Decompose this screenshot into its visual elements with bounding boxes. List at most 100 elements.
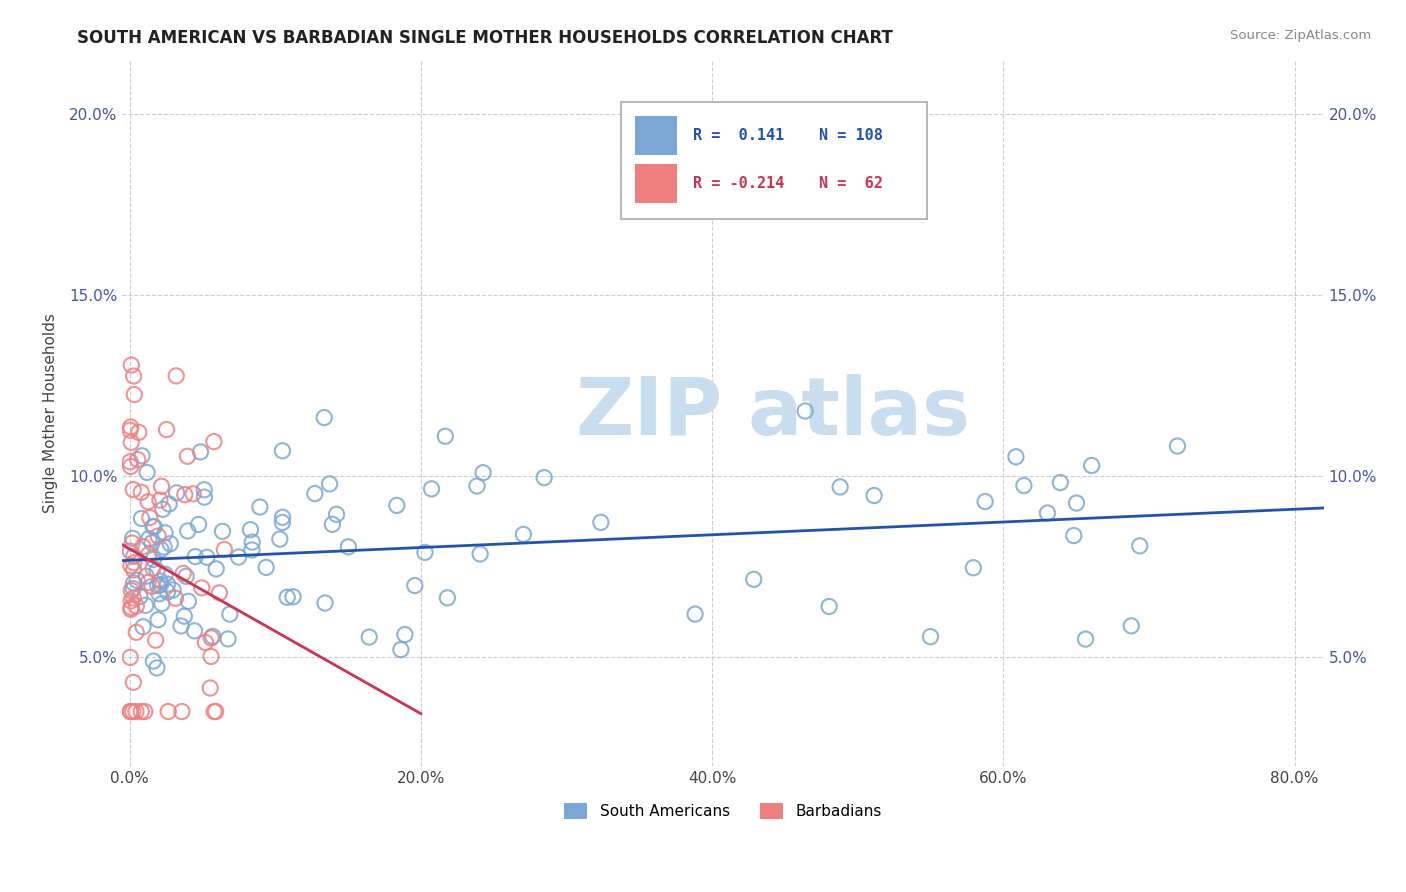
- Point: [404, 578, 426, 592]
- Point: [184, 549, 207, 564]
- Point: [149, 578, 172, 592]
- Point: [191, 581, 214, 595]
- Point: [146, 564, 169, 578]
- Point: [533, 470, 555, 484]
- Point: [472, 466, 495, 480]
- Point: [830, 480, 852, 494]
- Point: [125, 705, 148, 719]
- Point: [120, 594, 142, 608]
- Point: [148, 587, 170, 601]
- Point: [142, 561, 165, 575]
- Point: [125, 625, 148, 640]
- Point: [138, 532, 160, 546]
- Point: [153, 525, 176, 540]
- Point: [434, 429, 457, 443]
- Point: [176, 449, 198, 463]
- Point: [240, 543, 263, 558]
- Point: [142, 654, 165, 668]
- Point: [794, 404, 817, 418]
- Point: [1012, 478, 1035, 492]
- Point: [139, 510, 162, 524]
- Point: [172, 566, 194, 581]
- Point: [217, 632, 239, 646]
- Point: [146, 613, 169, 627]
- Point: [122, 556, 145, 570]
- Point: [125, 599, 148, 613]
- Point: [239, 523, 262, 537]
- Point: [156, 585, 179, 599]
- Point: [962, 560, 984, 574]
- Point: [165, 591, 187, 606]
- Point: [120, 650, 142, 665]
- Point: [136, 494, 159, 508]
- Point: [157, 705, 180, 719]
- Point: [121, 705, 143, 719]
- Point: [271, 510, 294, 524]
- Point: [193, 483, 215, 497]
- Point: [149, 574, 172, 589]
- Point: [122, 576, 145, 591]
- Text: Source: ZipAtlas.com: Source: ZipAtlas.com: [1230, 29, 1371, 42]
- Point: [155, 423, 177, 437]
- Point: [304, 486, 326, 500]
- Point: [122, 582, 145, 596]
- Point: [122, 483, 145, 497]
- Point: [208, 586, 231, 600]
- Point: [394, 627, 416, 641]
- Point: [153, 540, 176, 554]
- Point: [742, 572, 765, 586]
- Point: [512, 527, 534, 541]
- Point: [120, 423, 142, 437]
- Point: [142, 519, 165, 533]
- Point: [271, 443, 294, 458]
- Point: [314, 596, 336, 610]
- Point: [211, 524, 233, 539]
- Point: [204, 705, 226, 719]
- Point: [1080, 458, 1102, 473]
- Point: [136, 575, 159, 590]
- Point: [142, 552, 165, 566]
- Point: [205, 562, 228, 576]
- Point: [141, 536, 163, 550]
- Point: [359, 630, 381, 644]
- Point: [200, 681, 222, 695]
- Point: [818, 599, 841, 614]
- Point: [321, 517, 343, 532]
- Point: [240, 535, 263, 549]
- Point: [122, 591, 145, 605]
- Point: [1005, 450, 1028, 464]
- Point: [436, 591, 458, 605]
- Point: [129, 705, 152, 719]
- Point: [124, 387, 146, 401]
- Point: [143, 519, 166, 533]
- Point: [1049, 475, 1071, 490]
- Point: [162, 582, 184, 597]
- Point: [122, 675, 145, 690]
- Text: ZIP: ZIP: [576, 374, 723, 451]
- Point: [122, 563, 145, 577]
- Point: [145, 633, 167, 648]
- FancyBboxPatch shape: [621, 102, 928, 219]
- Point: [271, 516, 294, 530]
- Point: [121, 531, 143, 545]
- Point: [150, 479, 173, 493]
- Point: [413, 545, 436, 559]
- Point: [249, 500, 271, 514]
- Point: [173, 488, 195, 502]
- Point: [131, 511, 153, 525]
- Point: [120, 705, 142, 719]
- Point: [146, 661, 169, 675]
- Point: [135, 599, 157, 613]
- Point: [141, 579, 163, 593]
- Point: [170, 705, 193, 719]
- Point: [228, 549, 250, 564]
- Point: [465, 479, 488, 493]
- Point: [170, 619, 193, 633]
- Point: [153, 567, 176, 582]
- Point: [146, 578, 169, 592]
- Point: [314, 410, 336, 425]
- Text: R =  0.141: R = 0.141: [693, 128, 785, 144]
- Point: [120, 583, 142, 598]
- Bar: [636, 164, 678, 202]
- Point: [120, 544, 142, 558]
